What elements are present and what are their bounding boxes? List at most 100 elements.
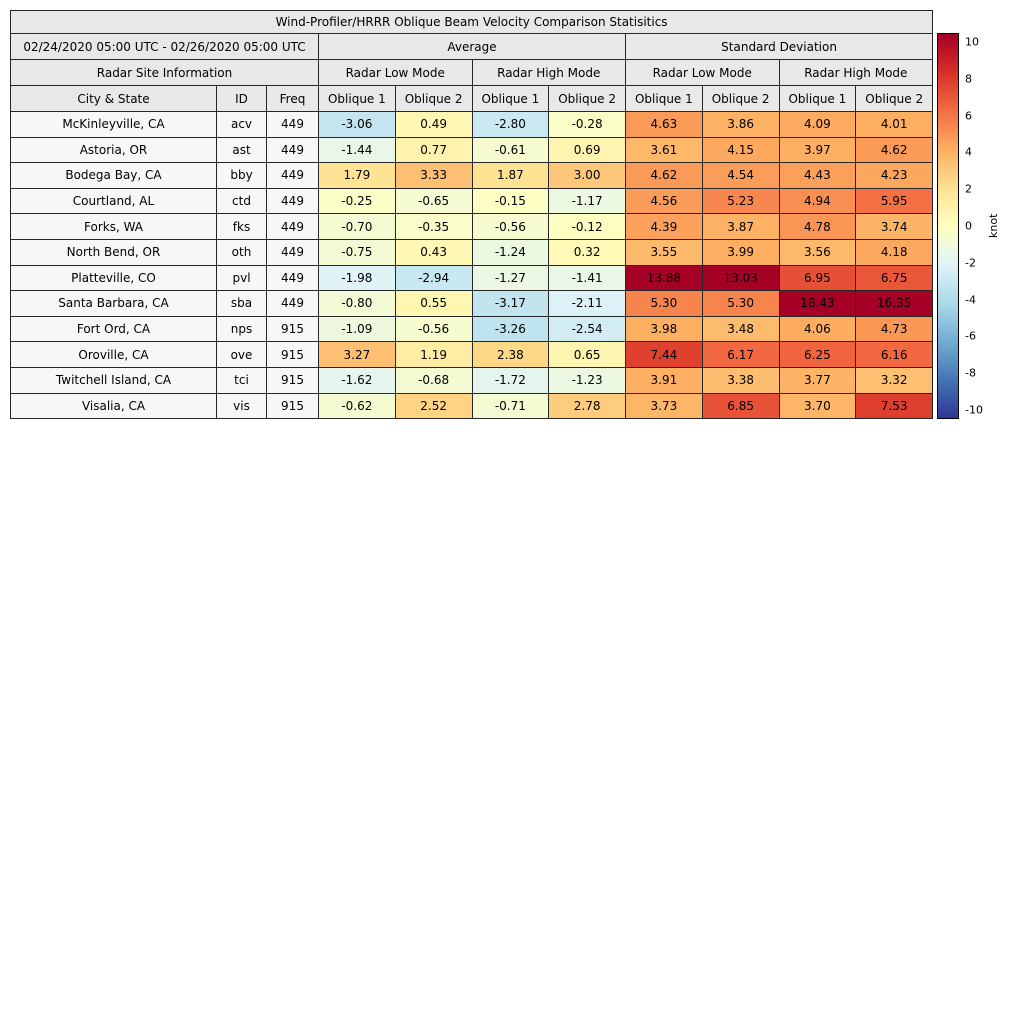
value-cell: 4.62 [855, 136, 934, 164]
value-cell: -0.35 [394, 213, 473, 240]
value-cell: 3.73 [625, 392, 703, 420]
value-cell: 3.55 [625, 238, 703, 266]
column-header-10: Oblique 2 [855, 85, 934, 112]
value-cell: 18.43 [778, 290, 857, 317]
city-state-cell: Forks, WA [10, 213, 217, 240]
value-cell: -0.71 [471, 392, 550, 420]
table-body: McKinleyville, CA acv 449 -3.06 0.49 -2.80 -0.… [10, 111, 934, 420]
value-cell: 1.87 [471, 162, 550, 189]
value-cell: 3.77 [778, 366, 857, 394]
table-row: Twitchell Island, CA tci 915 -1.62 -0.68 -1.7… [10, 366, 934, 394]
date-range: 02/24/2020 05:00 UTC - 02/26/2020 05:00 … [10, 33, 319, 60]
city-state-cell: Santa Barbara, CA [10, 290, 217, 317]
value-cell: -0.70 [318, 213, 396, 240]
std-low-mode-header: Radar Low Mode [625, 59, 780, 86]
value-cell: 3.48 [701, 315, 780, 343]
value-cell: 4.15 [701, 136, 780, 164]
freq-cell: 449 [266, 264, 319, 292]
value-cell: 3.38 [701, 366, 780, 394]
value-cell: -1.27 [471, 264, 550, 292]
site-id-cell: ove [216, 341, 267, 368]
column-header-8: Oblique 2 [701, 85, 780, 112]
group-header-row: 02/24/2020 05:00 UTC - 02/26/2020 05:00 … [10, 33, 934, 60]
value-cell: -0.56 [394, 315, 473, 343]
value-cell: 4.94 [778, 187, 857, 215]
value-cell: 0.77 [394, 136, 473, 164]
avg-high-mode-header: Radar High Mode [471, 59, 626, 86]
value-cell: -1.41 [548, 264, 626, 292]
freq-cell: 449 [266, 290, 319, 317]
value-cell: 4.39 [625, 213, 703, 240]
city-state-cell: Bodega Bay, CA [10, 162, 217, 189]
city-state-cell: Fort Ord, CA [10, 315, 217, 343]
value-cell: -1.17 [548, 187, 626, 215]
table-row: Bodega Bay, CA bby 449 1.79 3.33 1.87 3.00 4.62… [10, 162, 934, 189]
avg-low-mode-header: Radar Low Mode [318, 59, 473, 86]
city-state-cell: Astoria, OR [10, 136, 217, 164]
colorbar-tick-label: -10 [965, 403, 983, 417]
table-row: McKinleyville, CA acv 449 -3.06 0.49 -2.80 -0.… [10, 111, 934, 138]
city-state-cell: North Bend, OR [10, 238, 217, 266]
value-cell: 3.87 [701, 213, 780, 240]
value-cell: -0.62 [318, 392, 396, 420]
value-cell: -0.68 [394, 366, 473, 394]
value-cell: 13.03 [701, 264, 780, 292]
value-cell: 3.33 [394, 162, 473, 189]
freq-cell: 915 [266, 341, 319, 368]
table-row: Platteville, CO pvl 449 -1.98 -2.94 -1.27 -1.4… [10, 264, 934, 292]
column-header-7: Oblique 1 [625, 85, 703, 112]
value-cell: 4.09 [778, 111, 857, 138]
column-header-6: Oblique 2 [548, 85, 626, 112]
column-header-9: Oblique 1 [778, 85, 857, 112]
value-cell: -0.56 [471, 213, 550, 240]
value-cell: 1.79 [318, 162, 396, 189]
colorbar-tick-label: 8 [965, 72, 972, 86]
column-header-1: ID [216, 85, 267, 112]
table-row: Santa Barbara, CA sba 449 -0.80 0.55 -3.17 -2.… [10, 290, 934, 317]
value-cell: 4.54 [701, 162, 780, 189]
value-cell: -1.23 [548, 366, 626, 394]
city-state-cell: Courtland, AL [10, 187, 217, 215]
colorbar-tick-label: 10 [965, 35, 979, 49]
freq-cell: 449 [266, 136, 319, 164]
value-cell: 7.44 [625, 341, 703, 368]
value-cell: -0.61 [471, 136, 550, 164]
column-header-2: Freq [266, 85, 319, 112]
value-cell: -2.54 [548, 315, 626, 343]
value-cell: 3.74 [855, 213, 934, 240]
value-cell: -2.80 [471, 111, 550, 138]
colorbar-tick-label: -8 [965, 366, 976, 380]
value-cell: 0.55 [394, 290, 473, 317]
value-cell: 6.75 [855, 264, 934, 292]
table-title: Wind-Profiler/HRRR Oblique Beam Velocity… [9, 10, 934, 34]
value-cell: -0.15 [471, 187, 550, 215]
column-header-3: Oblique 1 [318, 85, 396, 112]
group-header-standard-deviation: Standard Deviation [624, 33, 934, 60]
value-cell: 7.53 [855, 392, 934, 420]
value-cell: 3.97 [778, 136, 857, 164]
value-cell: 0.43 [394, 238, 473, 266]
value-cell: 2.52 [394, 392, 473, 420]
freq-cell: 449 [266, 187, 319, 215]
colorbar-ticks: 10 8 6 4 2 0 -2 -4 -6 -8 -10 [965, 33, 995, 419]
value-cell: 0.32 [548, 238, 626, 266]
value-cell: 6.85 [701, 392, 780, 420]
freq-cell: 449 [266, 111, 319, 138]
value-cell: 6.95 [778, 264, 857, 292]
colorbar-tick-label: -6 [965, 329, 976, 343]
city-state-cell: Twitchell Island, CA [10, 366, 217, 394]
value-cell: 3.56 [778, 238, 857, 266]
value-cell: -1.09 [318, 315, 396, 343]
title-row: Wind-Profiler/HRRR Oblique Beam Velocity… [9, 10, 934, 34]
value-cell: 3.27 [318, 341, 396, 368]
colorbar-area: 10 8 6 4 2 0 -2 -4 -6 -8 -10 knot [937, 33, 1017, 419]
value-cell: 3.86 [701, 111, 780, 138]
std-high-mode-header: Radar High Mode [778, 59, 934, 86]
table-row: Visalia, CA vis 915 -0.62 2.52 -0.71 2.78 3.73 6… [10, 392, 934, 420]
table-row: Astoria, OR ast 449 -1.44 0.77 -0.61 0.69 3.61 4… [10, 136, 934, 164]
value-cell: -0.75 [318, 238, 396, 266]
value-cell: 4.56 [625, 187, 703, 215]
value-cell: 2.78 [548, 392, 626, 420]
value-cell: -0.12 [548, 213, 626, 240]
